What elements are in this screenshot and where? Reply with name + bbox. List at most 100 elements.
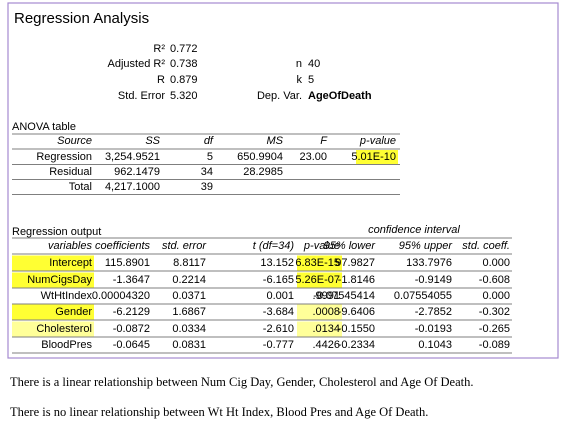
cell: .0008 (312, 306, 340, 318)
highlight (12, 304, 94, 320)
stat-value: 5.320 (170, 90, 198, 102)
stat-value: 40 (308, 58, 320, 70)
note: There is a linear relationship between N… (10, 375, 473, 389)
stat-value: 5 (308, 74, 314, 86)
column-header: 95% lower (324, 240, 377, 252)
cell: WtHtIndex (41, 290, 93, 302)
cell: Cholesterol (36, 323, 92, 335)
cell: -2.610 (263, 323, 294, 335)
cell: -9.6406 (338, 306, 375, 318)
cell: -0.0872 (113, 323, 150, 335)
cell: 0.0371 (172, 290, 206, 302)
cell: 3,254.9521 (105, 151, 160, 163)
cell: 0.07554055 (394, 290, 452, 302)
column-header: p-value (359, 135, 396, 147)
cell: 28.2985 (243, 166, 283, 178)
cell: -0.608 (479, 274, 510, 286)
highlight (12, 255, 94, 271)
title: Regression Analysis (14, 10, 149, 27)
column-header: t (df=34) (253, 240, 295, 252)
cell: -1.8146 (338, 274, 375, 286)
highlight (297, 304, 342, 320)
cell: -0.07545414 (313, 290, 375, 302)
cell: 0.0334 (172, 323, 206, 335)
stat-value: 0.738 (170, 58, 198, 70)
cell: Gender (55, 306, 92, 318)
panel-border (7, 2, 559, 359)
section-label: Regression output (12, 226, 101, 238)
cell: 5.01E-10 (351, 151, 396, 163)
cell: -0.2334 (338, 339, 375, 351)
highlight (297, 272, 342, 288)
cell: -0.089 (479, 339, 510, 351)
highlight (297, 255, 342, 271)
cell: 23.00 (299, 151, 327, 163)
cell: -2.7852 (415, 306, 452, 318)
stat-value: 0.772 (170, 43, 198, 55)
column-header: F (320, 135, 328, 147)
cell: 1.6867 (172, 306, 206, 318)
cell: 5 (207, 151, 213, 163)
cell: -1.3647 (113, 274, 150, 286)
cell: 34 (201, 166, 213, 178)
cell: 115.8901 (105, 257, 150, 269)
cell: 4,217.1000 (105, 181, 160, 193)
column-header: SS (145, 135, 160, 147)
cell: 0.001 (266, 290, 294, 302)
stat-label: R² (153, 43, 165, 55)
cell: 8.8117 (173, 257, 206, 269)
stat-value: AgeOfDeath (308, 90, 372, 102)
cell: 0.0831 (172, 339, 206, 351)
highlight (12, 321, 94, 337)
section-label: ANOVA table (12, 121, 76, 133)
column-header: df (204, 135, 214, 147)
column-header: p-value (303, 240, 340, 252)
cell: 97.9827 (335, 257, 375, 269)
cell: Residual (49, 166, 92, 178)
cell: -0.777 (263, 339, 294, 351)
highlight (12, 272, 94, 288)
column-header: Source (57, 135, 92, 147)
column-header: variables (48, 240, 93, 252)
cell: -0.0645 (113, 339, 150, 351)
cell: 39 (201, 181, 213, 193)
cell: -0.1550 (338, 323, 375, 335)
group-header: confidence interval (368, 224, 460, 236)
column-header: MS (267, 135, 284, 147)
cell: -6.165 (263, 274, 294, 286)
cell: .4426 (312, 339, 340, 351)
cell: 962.1479 (114, 166, 160, 178)
cell: -0.265 (479, 323, 510, 335)
stat-label: Dep. Var. (257, 90, 302, 102)
column-header: coefficients (95, 240, 151, 252)
column-header: std. error (162, 240, 207, 252)
cell: NumCigsDay (27, 274, 92, 286)
cell: 0.1043 (418, 339, 452, 351)
cell: -0.9149 (415, 274, 452, 286)
cell: .0134 (312, 323, 340, 335)
cell: -0.0193 (415, 323, 452, 335)
stat-label: Std. Error (118, 90, 165, 102)
cell: 133.7976 (406, 257, 452, 269)
column-header: std. coeff. (462, 240, 510, 252)
column-header: 95% upper (399, 240, 454, 252)
cell: Total (69, 181, 92, 193)
cell: -0.302 (479, 306, 510, 318)
cell: Intercept (49, 257, 92, 269)
highlight (356, 150, 398, 164)
cell: 650.9904 (237, 151, 283, 163)
cell: 13.152 (260, 257, 294, 269)
cell: -3.684 (263, 306, 294, 318)
stat-label: R (157, 74, 165, 86)
cell: Regression (36, 151, 92, 163)
cell: 6.83E-15 (295, 257, 340, 269)
stat-label: k (297, 74, 303, 86)
cell: .9991 (312, 290, 340, 302)
cell: 5.26E-07 (295, 274, 340, 286)
cell: 0.2214 (172, 274, 206, 286)
stat-label: Adjusted R² (108, 58, 166, 70)
cell: BloodPres (41, 339, 92, 351)
cell: 0.00004320 (92, 290, 150, 302)
stat-value: 0.879 (170, 74, 198, 86)
